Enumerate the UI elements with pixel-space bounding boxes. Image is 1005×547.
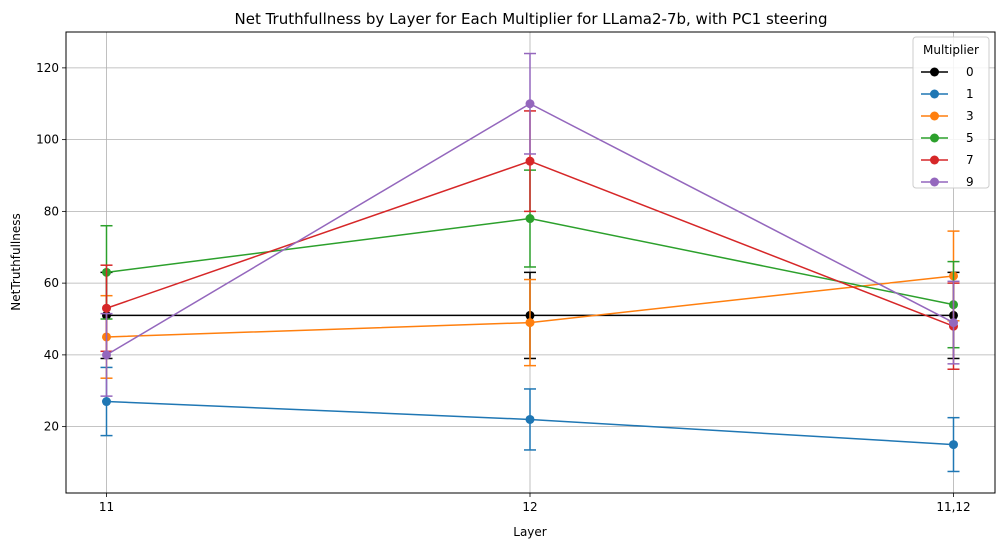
series-layer	[100, 52, 960, 473]
y-tick-label: 60	[44, 276, 59, 290]
legend-swatch-marker	[930, 67, 939, 77]
chart-title: Net Truthfullness by Layer for Each Mult…	[235, 10, 828, 28]
data-point	[525, 99, 535, 109]
data-point	[102, 303, 111, 313]
x-tick-label: 11	[99, 500, 114, 514]
legend-label: 7	[966, 153, 974, 167]
series-9	[100, 52, 960, 397]
plot-frame	[65, 31, 996, 494]
data-point	[525, 214, 535, 224]
legend-label: 1	[966, 87, 974, 101]
y-tick-label: 40	[44, 348, 59, 362]
x-tick-label: 12	[522, 500, 537, 514]
y-axis-label: NetTruthfullness	[9, 213, 23, 310]
y-tick-label: 80	[44, 204, 59, 218]
legend-swatch-marker	[930, 177, 939, 187]
legend-title: Multiplier	[923, 43, 979, 57]
y-tick-label: 20	[44, 420, 59, 434]
legend-swatch-marker	[930, 111, 939, 121]
y-tick-label: 100	[36, 133, 59, 147]
legend-swatch-marker	[930, 133, 939, 143]
legend-box	[912, 36, 990, 189]
data-point	[525, 318, 535, 328]
ticks: 11 12 11,12 20 40 60 80 100 120	[36, 61, 971, 514]
data-point	[102, 397, 111, 407]
legend-swatch-marker	[930, 89, 939, 99]
x-axis-label: Layer	[513, 525, 547, 539]
data-point	[102, 350, 111, 360]
data-point	[949, 440, 958, 450]
legend-label: 9	[966, 175, 974, 189]
y-tick-label: 120	[36, 61, 59, 75]
data-point	[525, 156, 535, 166]
data-point	[525, 414, 535, 424]
x-tick-label: 11,12	[936, 500, 970, 514]
legend-label: 3	[966, 109, 974, 123]
legend-label: 5	[966, 131, 974, 145]
series-1	[100, 366, 960, 473]
legend-label: 0	[966, 65, 974, 79]
data-point	[949, 318, 958, 328]
legend-swatch-marker	[930, 155, 939, 165]
legend: Multiplier 0 1 3 5 7 9	[912, 36, 990, 189]
